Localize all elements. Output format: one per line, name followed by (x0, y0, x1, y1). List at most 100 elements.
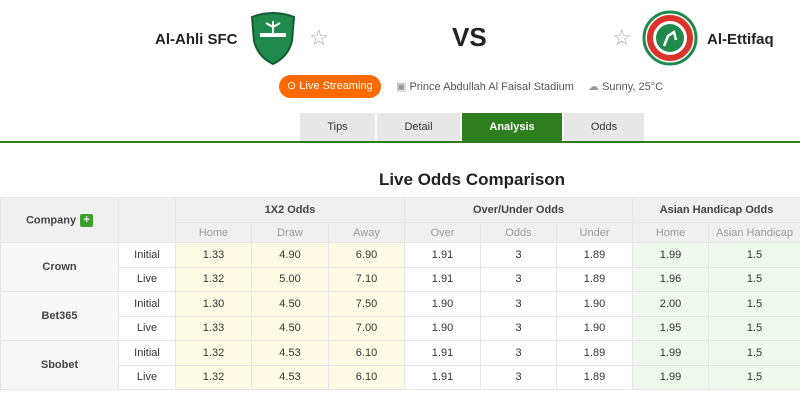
odds-cell[interactable]: 1.90 (404, 291, 481, 317)
odds-cell[interactable]: 1.90 (555, 315, 634, 341)
odds-type: Initial (118, 242, 176, 268)
table-row: Bet365 Initial 1.30 4.50 7.50 1.90 3 1.90 2.00 1.… (0, 291, 800, 341)
home-team-name[interactable]: Al-Ahli SFC (155, 31, 238, 48)
odds-cell[interactable]: 1.96 (632, 266, 710, 292)
odds-cell[interactable]: 1.5 (708, 315, 800, 341)
odds-cell[interactable]: 3 (480, 291, 557, 317)
odds-cell[interactable]: 6.90 (328, 242, 405, 268)
odds-cell[interactable]: 1.90 (555, 291, 634, 317)
odds-cell[interactable]: 1.33 (175, 315, 252, 341)
odds-cell[interactable]: 3 (480, 340, 557, 366)
odds-cell[interactable]: 4.53 (251, 364, 329, 390)
odds-cell[interactable]: 3 (480, 364, 557, 390)
odds-cell[interactable]: 4.53 (251, 340, 329, 366)
odds-cell[interactable]: 1.89 (555, 364, 634, 390)
odds-cell[interactable]: 6.10 (328, 340, 405, 366)
odds-cell[interactable]: 4.90 (251, 242, 329, 268)
table-row: Live 1.33 4.50 7.00 1.90 3 1.90 1.95 1.5 (1, 315, 800, 341)
section-title: Live Odds Comparison (378, 170, 566, 189)
odds-type: Live (118, 266, 176, 292)
subheader: Over (404, 222, 481, 243)
tab-odds[interactable]: Odds (564, 113, 644, 141)
home-team-logo[interactable] (248, 11, 298, 66)
odds-cell[interactable]: 1.90 (404, 315, 481, 341)
odds-cell[interactable]: 1.33 (175, 242, 252, 268)
odds-cell[interactable]: 4.50 (251, 315, 329, 341)
odds-type: Live (118, 364, 176, 390)
tab-divider (0, 141, 800, 143)
odds-cell[interactable]: 1.91 (404, 364, 481, 390)
odds-cell[interactable]: 1.91 (404, 266, 481, 292)
play-icon: ⊙ (287, 80, 300, 92)
subheader: Odds (480, 222, 557, 243)
odds-cell[interactable]: 1.5 (708, 242, 800, 268)
odds-cell[interactable]: 1.5 (708, 364, 800, 390)
away-team-name[interactable]: Al-Ettifaq (707, 31, 774, 48)
odds-cell[interactable]: 2.00 (632, 291, 710, 317)
odds-cell[interactable]: 1.5 (708, 266, 800, 292)
odds-cell[interactable]: 1.91 (404, 242, 481, 268)
group-1x2: 1X2 Odds (175, 197, 405, 223)
subheader: Under (555, 222, 634, 243)
company-header-label: Company (25, 213, 77, 226)
weather-info: ☁ Sunny, 25°C (588, 80, 663, 93)
subheader: Home (175, 222, 252, 243)
group-over-under: Over/Under Odds (403, 197, 634, 223)
weather-text: Sunny, 25°C (602, 81, 664, 93)
odds-cell[interactable]: 1.99 (632, 242, 710, 268)
odds-cell[interactable]: 1.5 (708, 291, 800, 317)
stadium-info: ▣ Prince Abdullah Al Faisal Stadium (396, 80, 574, 93)
odds-cell[interactable]: 1.32 (175, 266, 252, 292)
odds-cell[interactable]: 3 (480, 242, 557, 268)
odds-cell[interactable]: 1.5 (708, 340, 800, 366)
table-row: Live 1.32 5.00 7.10 1.91 3 1.89 1.96 1.5 (1, 266, 800, 292)
odds-cell[interactable]: 4.50 (251, 291, 329, 317)
odds-cell[interactable]: 3 (480, 266, 557, 292)
odds-cell[interactable]: 7.10 (328, 266, 405, 292)
tab-detail[interactable]: Detail (377, 113, 460, 141)
stadium-name: Prince Abdullah Al Faisal Stadium (409, 81, 574, 93)
odds-cell[interactable]: 3 (480, 315, 557, 341)
odds-cell[interactable]: 1.99 (632, 364, 710, 390)
vs-label: VS (452, 22, 487, 52)
company-name[interactable]: Sbobet (0, 340, 119, 390)
odds-cell[interactable]: 1.99 (632, 340, 710, 366)
subheader: Home (632, 222, 710, 243)
subheader: Draw (251, 222, 329, 243)
odds-cell[interactable]: 1.89 (555, 340, 634, 366)
odds-table: Company + 1X2 Odds Over/Under Odds Asian … (0, 197, 800, 390)
add-company-plus-icon[interactable]: + (80, 213, 94, 227)
odds-cell[interactable]: 7.50 (328, 291, 405, 317)
table-row: Sbobet Initial 1.32 4.53 6.10 1.91 3 1.89 1.99 1.… (0, 340, 800, 390)
tab-bar: Tips Detail Analysis Odds (300, 113, 644, 141)
type-header (118, 197, 176, 243)
odds-cell[interactable]: 1.95 (632, 315, 710, 341)
tab-analysis[interactable]: Analysis (462, 113, 562, 141)
table-row: Live 1.32 4.53 6.10 1.91 3 1.89 1.99 1.5 (1, 364, 800, 390)
favorite-home-star-icon[interactable]: ☆ (309, 25, 329, 50)
favorite-away-star-icon[interactable]: ☆ (612, 25, 632, 50)
odds-cell[interactable]: 1.89 (555, 242, 634, 268)
tab-tips[interactable]: Tips (300, 113, 375, 141)
weather-cloud-icon: ☁ (588, 81, 603, 93)
odds-type: Initial (118, 291, 176, 317)
odds-cell[interactable]: 1.30 (175, 291, 252, 317)
odds-cell[interactable]: 1.32 (175, 340, 252, 366)
stadium-icon: ▣ (396, 81, 410, 93)
company-name[interactable]: Bet365 (0, 291, 119, 341)
subheader: Away (328, 222, 405, 243)
odds-type: Live (118, 315, 176, 341)
odds-cell[interactable]: 1.32 (175, 364, 252, 390)
odds-cell[interactable]: 5.00 (251, 266, 329, 292)
subheader: Asian Handicap (708, 222, 800, 243)
odds-type: Initial (118, 340, 176, 366)
away-team-logo[interactable] (642, 10, 698, 66)
company-name[interactable]: Crown (0, 242, 119, 292)
odds-cell[interactable]: 1.89 (555, 266, 634, 292)
company-header: Company + (0, 197, 119, 243)
live-streaming-button[interactable]: ⊙ Live Streaming (279, 75, 381, 98)
odds-cell[interactable]: 6.10 (328, 364, 405, 390)
odds-cell[interactable]: 1.91 (404, 340, 481, 366)
live-streaming-label: Live Streaming (299, 80, 373, 92)
odds-cell[interactable]: 7.00 (328, 315, 405, 341)
